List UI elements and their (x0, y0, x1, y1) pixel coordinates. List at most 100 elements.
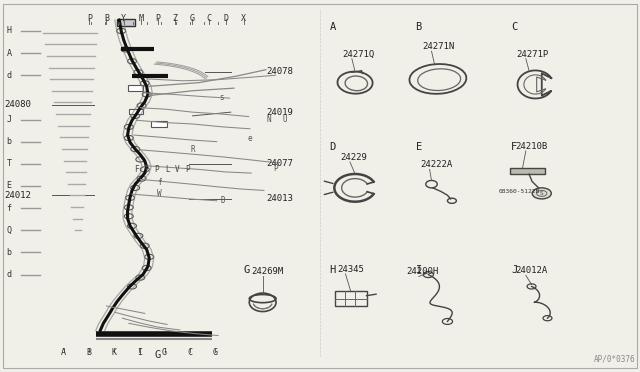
Text: I: I (415, 265, 422, 275)
Text: G: G (154, 350, 161, 359)
Text: 24012: 24012 (4, 191, 31, 200)
Text: B: B (104, 14, 109, 23)
Text: D: D (330, 142, 336, 152)
Text: J: J (6, 115, 12, 124)
Text: G: G (244, 265, 250, 275)
Text: C: C (207, 14, 212, 23)
Text: f: f (157, 178, 162, 187)
Text: 24345: 24345 (337, 265, 364, 274)
Text: b: b (6, 248, 12, 257)
Text: 24229: 24229 (340, 153, 367, 162)
Text: D: D (221, 196, 225, 205)
Text: f: f (6, 203, 12, 213)
Text: 24271Q: 24271Q (342, 49, 374, 59)
Circle shape (140, 243, 149, 248)
Text: L: L (164, 165, 170, 174)
Text: G: G (189, 14, 195, 23)
Text: 24078: 24078 (266, 67, 292, 76)
Text: G: G (162, 347, 167, 357)
Circle shape (124, 124, 133, 129)
Circle shape (137, 176, 146, 181)
Text: E: E (6, 182, 12, 190)
Text: 24271N: 24271N (422, 42, 454, 51)
Text: X: X (241, 14, 246, 23)
Text: N: N (267, 115, 271, 124)
Circle shape (131, 185, 140, 190)
Text: F: F (511, 142, 517, 152)
Text: E: E (415, 142, 422, 152)
Text: P: P (273, 164, 278, 173)
Text: I: I (137, 347, 142, 357)
Text: d: d (6, 270, 12, 279)
Text: 24019: 24019 (266, 108, 292, 117)
Circle shape (124, 214, 133, 219)
Text: R: R (190, 145, 195, 154)
Text: Q: Q (6, 226, 12, 235)
Text: M: M (138, 14, 143, 23)
Text: B: B (86, 347, 92, 357)
Text: T: T (145, 165, 149, 174)
Text: P: P (185, 165, 190, 174)
Text: G: G (212, 347, 218, 357)
Text: A: A (330, 22, 336, 32)
Text: C: C (187, 347, 192, 357)
Text: e: e (248, 134, 252, 142)
Text: 08360-5122B: 08360-5122B (499, 189, 540, 194)
Circle shape (134, 233, 143, 238)
Circle shape (142, 92, 151, 97)
Text: V: V (175, 165, 180, 174)
Bar (129, 109, 143, 114)
Bar (510, 167, 545, 174)
Circle shape (125, 195, 134, 201)
Text: b: b (6, 137, 12, 146)
Text: A: A (61, 347, 67, 357)
Bar (335, 291, 367, 307)
Text: F: F (134, 165, 139, 174)
Text: P: P (154, 165, 159, 174)
Text: U: U (283, 115, 287, 124)
Text: 24210B: 24210B (515, 142, 547, 151)
Circle shape (136, 157, 145, 162)
Text: W: W (157, 189, 162, 198)
Text: 24013: 24013 (266, 195, 292, 203)
Circle shape (140, 167, 149, 172)
Circle shape (145, 254, 154, 260)
Bar (117, 19, 135, 26)
Text: Y: Y (121, 14, 126, 23)
Text: AP/0*0376: AP/0*0376 (594, 355, 636, 364)
Text: 24271P: 24271P (516, 49, 548, 59)
Circle shape (127, 59, 136, 64)
Text: P: P (87, 14, 92, 23)
Text: 24077: 24077 (266, 159, 292, 169)
Text: T: T (6, 159, 12, 169)
Circle shape (137, 103, 146, 108)
Text: H: H (330, 265, 336, 275)
Text: 24222A: 24222A (420, 160, 452, 169)
Text: 24269M: 24269M (251, 267, 284, 276)
Circle shape (131, 147, 140, 152)
Text: B: B (415, 22, 422, 32)
Text: J: J (511, 265, 517, 275)
Text: A: A (6, 49, 12, 58)
Circle shape (134, 70, 143, 75)
Text: C: C (511, 22, 517, 32)
Text: 24200H: 24200H (406, 267, 438, 276)
Circle shape (532, 188, 551, 199)
Circle shape (142, 265, 151, 270)
Text: P: P (156, 14, 161, 23)
Circle shape (121, 47, 130, 52)
Text: K: K (111, 347, 116, 357)
Circle shape (136, 275, 145, 280)
Text: 24080: 24080 (4, 100, 31, 109)
Text: H: H (6, 26, 12, 35)
Circle shape (124, 135, 133, 141)
Text: s: s (219, 93, 223, 102)
Circle shape (127, 223, 136, 228)
Text: Z: Z (173, 14, 177, 23)
Bar (127, 85, 143, 91)
Text: 24012A: 24012A (516, 266, 548, 275)
Bar (151, 121, 167, 127)
Text: d: d (6, 71, 12, 80)
Circle shape (140, 81, 149, 86)
Circle shape (131, 113, 140, 118)
